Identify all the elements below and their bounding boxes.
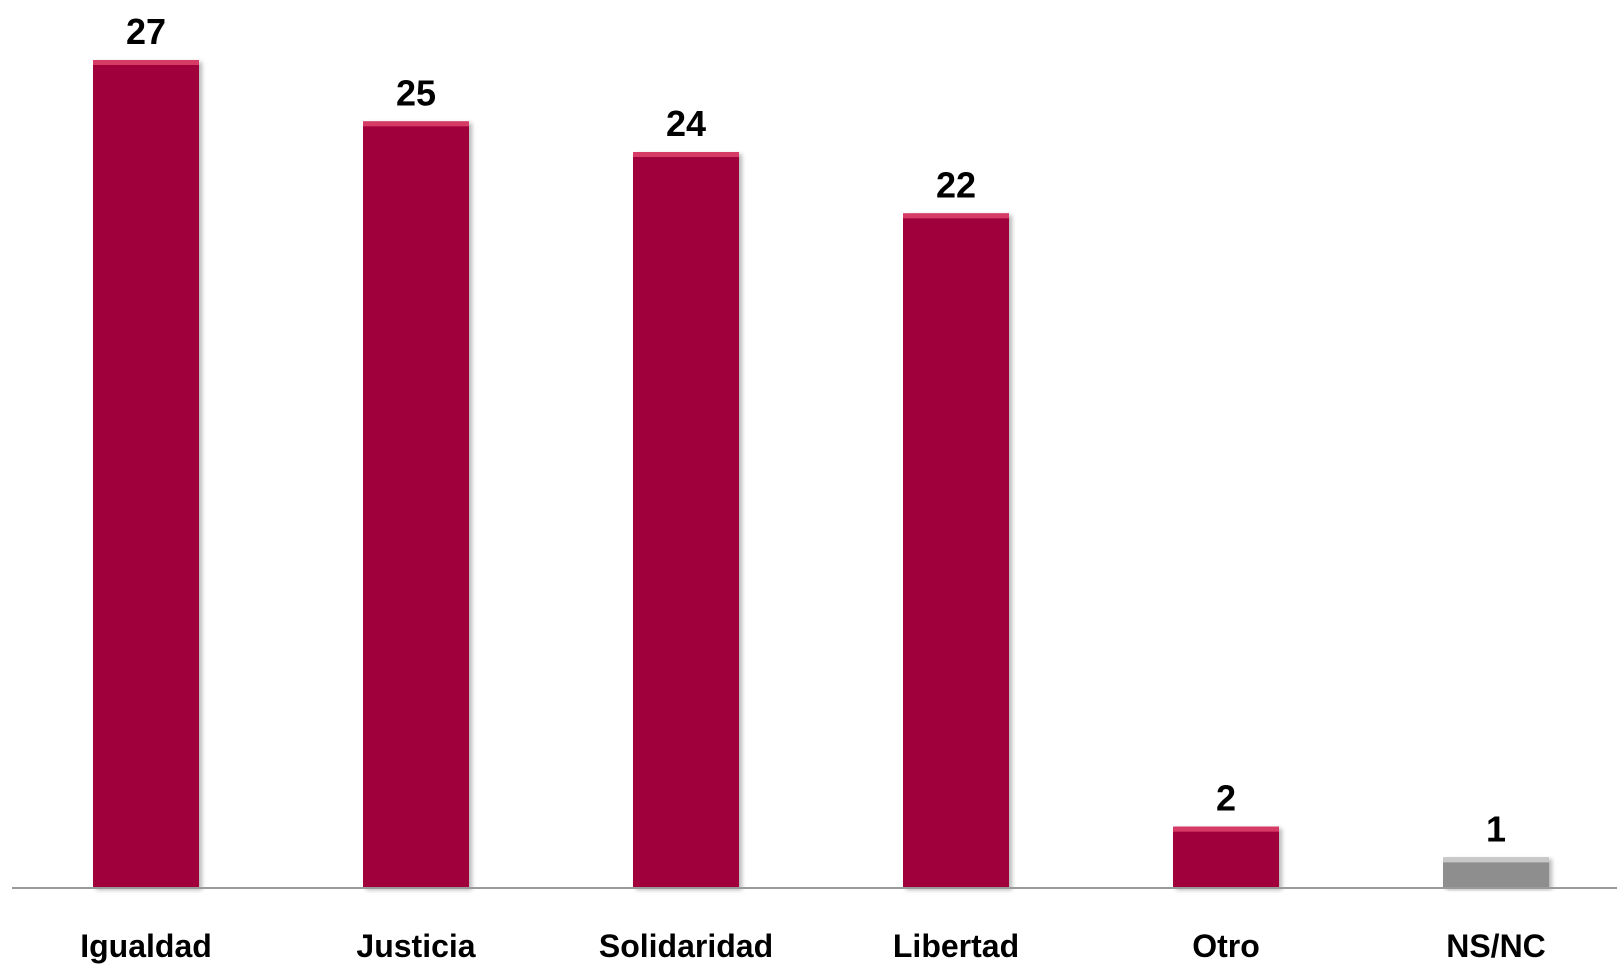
bar-rect-justicia [363,121,469,888]
bar-igualdad [93,60,199,888]
bar-justicia [363,121,469,888]
bars-group [93,60,1549,888]
bar-rect-igualdad [93,60,199,888]
x-tick-label-otro: Otro [1192,928,1260,964]
bar-otro [1173,827,1279,888]
data-label-igualdad: 27 [126,11,166,52]
bar-rect-solidaridad [633,152,739,888]
bar-top-highlight-justicia [363,121,469,126]
x-tick-label-ns-nc: NS/NC [1446,928,1546,964]
x-tick-label-igualdad: Igualdad [80,928,212,964]
bar-rect-libertad [903,213,1009,888]
bar-top-highlight-igualdad [93,60,199,65]
data-label-ns-nc: 1 [1486,808,1506,849]
data-label-justicia: 25 [396,72,436,113]
x-tick-label-justicia: Justicia [356,928,475,964]
bar-rect-otro [1173,827,1279,888]
labels-group: 27 Igualdad 25 Justicia 24 Solidaridad 22 Liber… [80,11,1546,964]
data-label-libertad: 22 [936,164,976,205]
data-label-solidaridad: 24 [666,103,706,144]
bar-libertad [903,213,1009,888]
bar-top-highlight-libertad [903,213,1009,218]
bar-ns-nc [1443,857,1549,888]
data-label-otro: 2 [1216,778,1236,819]
x-tick-label-solidaridad: Solidaridad [599,928,773,964]
bar-solidaridad [633,152,739,888]
x-tick-label-libertad: Libertad [893,928,1019,964]
bar-top-highlight-otro [1173,827,1279,832]
bar-top-highlight-solidaridad [633,152,739,157]
bar-top-highlight-ns-nc [1443,857,1549,862]
